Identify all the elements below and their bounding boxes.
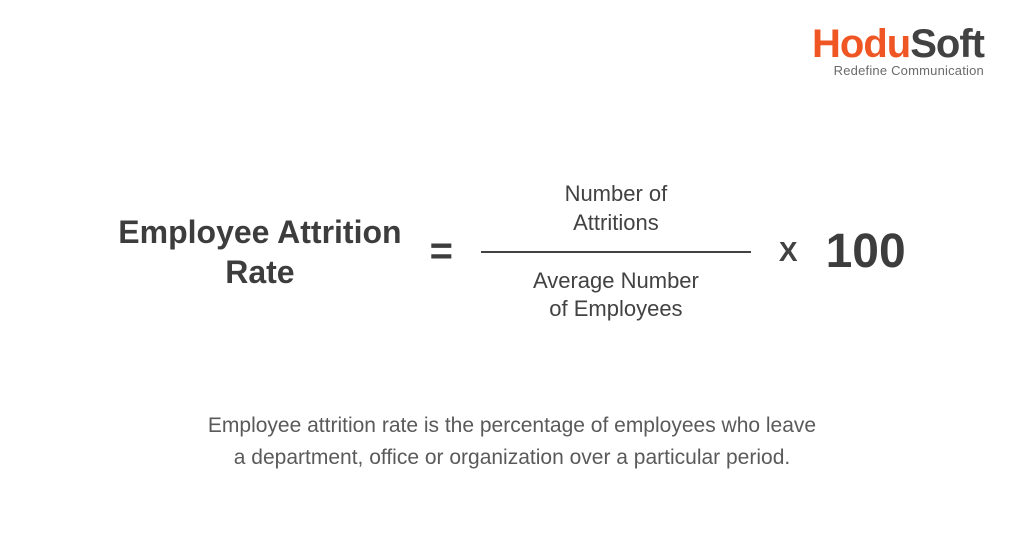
logo-main-text: HoduSoft (812, 22, 984, 67)
equals-sign: = (430, 229, 453, 274)
formula-fraction: Number of Attritions Average Number of E… (481, 180, 751, 324)
formula-lhs-line1: Employee Attrition (118, 214, 401, 250)
fraction-denominator: Average Number of Employees (533, 253, 699, 324)
formula-lhs-line2: Rate (225, 254, 294, 290)
formula-constant: 100 (826, 224, 906, 279)
numerator-line1: Number of (565, 181, 668, 206)
multiply-sign: X (779, 236, 798, 268)
denominator-line1: Average Number (533, 268, 699, 293)
description-line1: Employee attrition rate is the percentag… (208, 414, 816, 437)
formula-lhs: Employee Attrition Rate (118, 212, 401, 292)
logo-part1: Hodu (812, 22, 910, 67)
fraction-numerator: Number of Attritions (565, 180, 668, 251)
description-text: Employee attrition rate is the percentag… (0, 410, 1024, 473)
logo-part2: Soft (910, 22, 984, 67)
denominator-line2: of Employees (549, 296, 682, 321)
formula: Employee Attrition Rate = Number of Attr… (0, 180, 1024, 324)
brand-logo: HoduSoft Redefine Communication (812, 22, 984, 78)
logo-tagline: Redefine Communication (812, 63, 984, 78)
description-line2: a department, office or organization ove… (234, 446, 790, 469)
numerator-line2: Attritions (573, 210, 659, 235)
